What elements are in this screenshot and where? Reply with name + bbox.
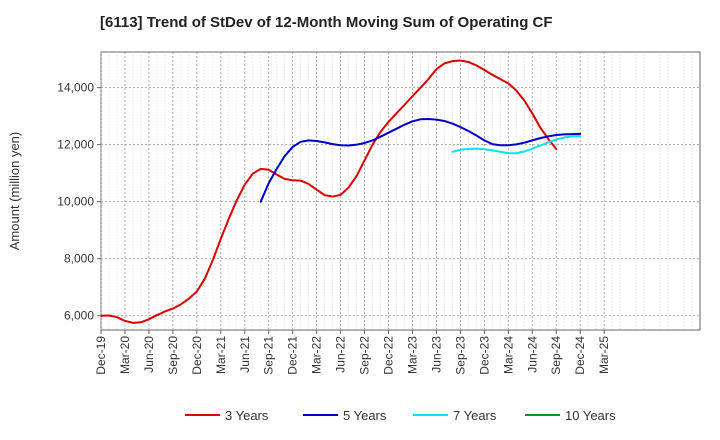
plot-frame bbox=[100, 51, 701, 331]
y-axis: 6,000 8,000 10,000 12,000 14,000 bbox=[57, 81, 101, 323]
x-tick-label: Sep-20 bbox=[166, 336, 180, 375]
series-line-3-years bbox=[100, 59, 558, 324]
legend-label-3-years: 3 Years bbox=[225, 408, 269, 423]
x-tick-label: Mar-24 bbox=[501, 336, 515, 374]
x-tick-label: Mar-22 bbox=[310, 336, 324, 374]
legend-label-5-years: 5 Years bbox=[343, 408, 387, 423]
y-tick-label: 10,000 bbox=[57, 195, 94, 209]
legend-label-10-years: 10 Years bbox=[565, 408, 616, 423]
x-tick-label: Mar-25 bbox=[597, 336, 611, 374]
x-tick-label: Sep-24 bbox=[549, 336, 563, 375]
x-tick-label: Jun-22 bbox=[334, 336, 348, 373]
x-axis: Dec-19 Mar-20 Jun-20 Sep-20 Dec-20 Mar-21 Jun-… bbox=[94, 330, 611, 375]
y-tick-label: 12,000 bbox=[57, 138, 94, 152]
x-tick-label: Jun-24 bbox=[525, 336, 539, 373]
grid bbox=[100, 52, 700, 330]
x-tick-label: Sep-21 bbox=[262, 336, 276, 375]
x-tick-label: Dec-21 bbox=[286, 336, 300, 375]
series-layer bbox=[100, 59, 582, 324]
x-tick-label: Mar-23 bbox=[405, 336, 419, 374]
x-tick-label: Dec-23 bbox=[477, 336, 491, 375]
x-tick-label: Jun-23 bbox=[429, 336, 443, 373]
legend: 3 Years 5 Years 7 Years 10 Years bbox=[185, 408, 616, 423]
x-tick-label: Sep-23 bbox=[453, 336, 467, 375]
y-tick-label: 14,000 bbox=[57, 81, 94, 95]
chart-title: [6113] Trend of StDev of 12-Month Moving… bbox=[100, 14, 553, 31]
x-tick-label: Jun-21 bbox=[238, 336, 252, 373]
x-tick-label: Sep-22 bbox=[358, 336, 372, 375]
y-tick-label: 8,000 bbox=[64, 252, 94, 266]
series-line-7-years bbox=[451, 135, 582, 155]
series-line-5-years bbox=[259, 118, 582, 203]
x-tick-label: Mar-21 bbox=[214, 336, 228, 374]
x-tick-label: Dec-19 bbox=[94, 336, 108, 375]
y-tick-label: 6,000 bbox=[64, 309, 94, 323]
x-tick-label: Dec-22 bbox=[382, 336, 396, 375]
legend-label-7-years: 7 Years bbox=[453, 408, 497, 423]
x-tick-label: Jun-20 bbox=[142, 336, 156, 373]
y-axis-label: Amount (million yen) bbox=[7, 132, 22, 251]
x-tick-label: Dec-24 bbox=[573, 336, 587, 375]
plot-area bbox=[100, 51, 701, 331]
x-tick-label: Dec-20 bbox=[190, 336, 204, 375]
x-tick-label: Mar-20 bbox=[118, 336, 132, 374]
